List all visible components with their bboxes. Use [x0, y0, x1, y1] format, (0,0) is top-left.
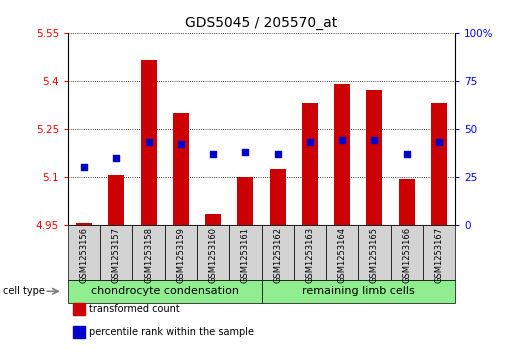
Point	[209, 151, 218, 157]
Point	[80, 164, 88, 170]
Text: GSM1253157: GSM1253157	[112, 227, 121, 283]
Bar	[108, 175, 124, 225]
Point	[435, 139, 443, 145]
Text: percentile rank within the sample: percentile rank within the sample	[89, 327, 254, 337]
Bar	[334, 84, 350, 225]
Text: GSM1253166: GSM1253166	[402, 227, 411, 283]
Bar	[205, 214, 221, 225]
Bar	[141, 60, 157, 225]
Bar	[76, 224, 92, 225]
Point	[305, 139, 314, 145]
Text: GSM1253160: GSM1253160	[209, 227, 218, 283]
Bar	[237, 177, 254, 225]
Bar	[173, 113, 189, 225]
Text: GSM1253162: GSM1253162	[273, 227, 282, 283]
Point	[144, 139, 153, 145]
Text: remaining limb cells: remaining limb cells	[302, 286, 415, 296]
Bar	[269, 169, 286, 225]
Text: GSM1253158: GSM1253158	[144, 227, 153, 283]
Point	[241, 149, 249, 155]
Text: GSM1253156: GSM1253156	[79, 227, 88, 283]
Text: GSM1253163: GSM1253163	[305, 227, 314, 283]
Title: GDS5045 / 205570_at: GDS5045 / 205570_at	[185, 16, 338, 30]
Bar	[399, 179, 415, 225]
Text: GSM1253165: GSM1253165	[370, 227, 379, 283]
Point	[177, 141, 185, 147]
Text: chondrocyte condensation: chondrocyte condensation	[91, 286, 238, 296]
Point	[274, 151, 282, 157]
Point	[370, 138, 379, 143]
Point	[112, 155, 120, 161]
Bar	[302, 103, 318, 225]
Text: GSM1253164: GSM1253164	[338, 227, 347, 283]
Point	[338, 138, 346, 143]
Text: GSM1253159: GSM1253159	[176, 227, 185, 283]
Text: GSM1253161: GSM1253161	[241, 227, 250, 283]
Point	[403, 151, 411, 157]
Text: GSM1253167: GSM1253167	[435, 227, 444, 283]
Text: transformed count: transformed count	[89, 303, 180, 314]
Text: cell type: cell type	[3, 286, 44, 296]
Bar	[366, 90, 382, 225]
Bar	[431, 103, 447, 225]
